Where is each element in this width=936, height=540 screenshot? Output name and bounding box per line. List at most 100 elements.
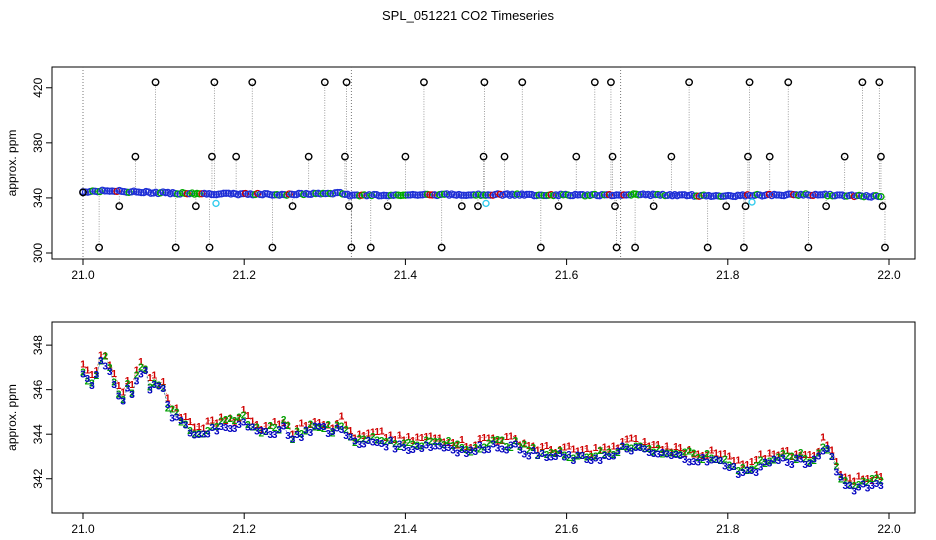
series-1-point: 1 <box>410 436 416 447</box>
series-2-point: 2 <box>459 443 465 454</box>
series-2-point: 2 <box>874 474 880 485</box>
series-1-point: 1 <box>401 436 407 447</box>
baseline-point <box>608 191 616 200</box>
baseline-point <box>399 191 407 199</box>
series-3-point: 3 <box>419 444 425 455</box>
series-1-point: 1 <box>290 430 296 441</box>
series-3-point: 3 <box>259 426 265 437</box>
baseline-point <box>183 190 191 198</box>
series-3-point: 3 <box>160 384 166 395</box>
series-3-point: 3 <box>811 455 817 466</box>
series-2-point: 2 <box>254 422 260 433</box>
spike-point <box>210 78 219 87</box>
series-3-point: 3 <box>473 447 479 458</box>
spike-point <box>151 78 160 87</box>
x-tick-label: 21.0 <box>71 522 95 536</box>
baseline-point <box>620 191 628 199</box>
series-3-point: 3 <box>214 427 220 438</box>
series-3-point: 3 <box>548 453 554 464</box>
series-3-point: 3 <box>566 450 572 461</box>
series-1-point: 1 <box>437 434 443 445</box>
series-1-point: 1 <box>771 450 777 461</box>
series-3-point: 3 <box>343 431 349 442</box>
series-2-point: 2 <box>481 442 487 453</box>
series-1-point: 1 <box>223 416 229 427</box>
spike-point <box>79 188 87 197</box>
baseline-point <box>772 191 781 199</box>
series-1-point: 1 <box>103 351 109 362</box>
series-2-point: 2 <box>651 448 657 459</box>
series-1-point: 1 <box>343 420 349 431</box>
series-2-point: 2 <box>860 476 866 487</box>
series-1-point: 1 <box>272 417 278 428</box>
series-1-point: 1 <box>192 422 198 433</box>
y-tick-label: 380 <box>31 133 45 153</box>
spike-point <box>685 78 694 87</box>
series-3-point: 3 <box>218 422 224 433</box>
series-1-point: 1 <box>660 445 666 456</box>
series-1-point: 1 <box>348 426 354 437</box>
series-1-point: 1 <box>749 457 755 468</box>
series-1-point: 1 <box>388 431 394 442</box>
series-3-point: 3 <box>758 463 764 474</box>
series-3-point: 3 <box>695 458 701 469</box>
series-3-point: 3 <box>263 427 269 438</box>
series-1-point: 1 <box>740 460 746 471</box>
series-2-point: 2 <box>250 423 256 434</box>
series-2-point: 2 <box>147 382 153 393</box>
series-1-point: 1 <box>664 441 670 452</box>
y-tick-label: 344 <box>31 424 45 444</box>
series-2-point: 2 <box>379 436 385 447</box>
baseline-point <box>566 192 575 200</box>
series-2-point: 2 <box>856 480 862 491</box>
spike-point <box>858 78 867 87</box>
series-2-point: 2 <box>544 450 550 461</box>
series-3-point: 3 <box>357 440 363 451</box>
series-2-point: 2 <box>419 442 425 453</box>
series-3-point: 3 <box>267 430 273 441</box>
series-2-point: 2 <box>566 453 572 464</box>
series-1-point: 1 <box>464 442 470 453</box>
series-1-point: 1 <box>285 421 291 432</box>
series-3-point: 3 <box>468 445 474 456</box>
series-3-point: 3 <box>397 440 403 451</box>
spike-point <box>288 202 297 211</box>
baseline-point <box>729 192 737 201</box>
spike-point <box>631 243 640 252</box>
series-1-point: 1 <box>160 377 166 388</box>
baseline-point <box>249 191 257 199</box>
baseline-point <box>574 191 582 199</box>
series-1-point: 1 <box>646 442 652 453</box>
spike-point <box>703 243 712 252</box>
spike-point <box>366 243 375 252</box>
cyan-point <box>212 199 220 208</box>
series-3-point: 3 <box>388 436 394 447</box>
series-2-point: 2 <box>428 437 434 448</box>
x-tick-label: 21.2 <box>233 268 257 282</box>
baseline-point <box>132 188 141 196</box>
y-tick-label: 420 <box>31 77 45 97</box>
series-2-point: 2 <box>85 377 91 388</box>
spike-point <box>590 78 599 87</box>
series-2-point: 2 <box>473 443 479 454</box>
baseline-point <box>828 192 837 200</box>
series-3-point: 3 <box>129 390 135 401</box>
series-1-point: 1 <box>147 373 153 384</box>
series-1-point: 1 <box>762 454 768 465</box>
series-3-point: 3 <box>312 421 318 432</box>
cyan-point <box>748 198 756 206</box>
series-3-point: 3 <box>731 462 737 473</box>
baseline-point <box>479 191 487 199</box>
spike-point <box>115 202 124 211</box>
baseline-point <box>622 191 630 199</box>
baseline-point <box>438 190 446 198</box>
series-3-point: 3 <box>241 417 247 428</box>
series-2-point: 2 <box>410 440 416 451</box>
series-2-point: 2 <box>406 438 412 449</box>
series-2-point: 2 <box>339 422 345 433</box>
series-3-point: 3 <box>842 481 848 492</box>
series-2-point: 2 <box>593 451 599 462</box>
series-2-point: 2 <box>241 410 247 421</box>
series-3-point: 3 <box>374 438 380 449</box>
series-1-point: 1 <box>357 429 363 440</box>
